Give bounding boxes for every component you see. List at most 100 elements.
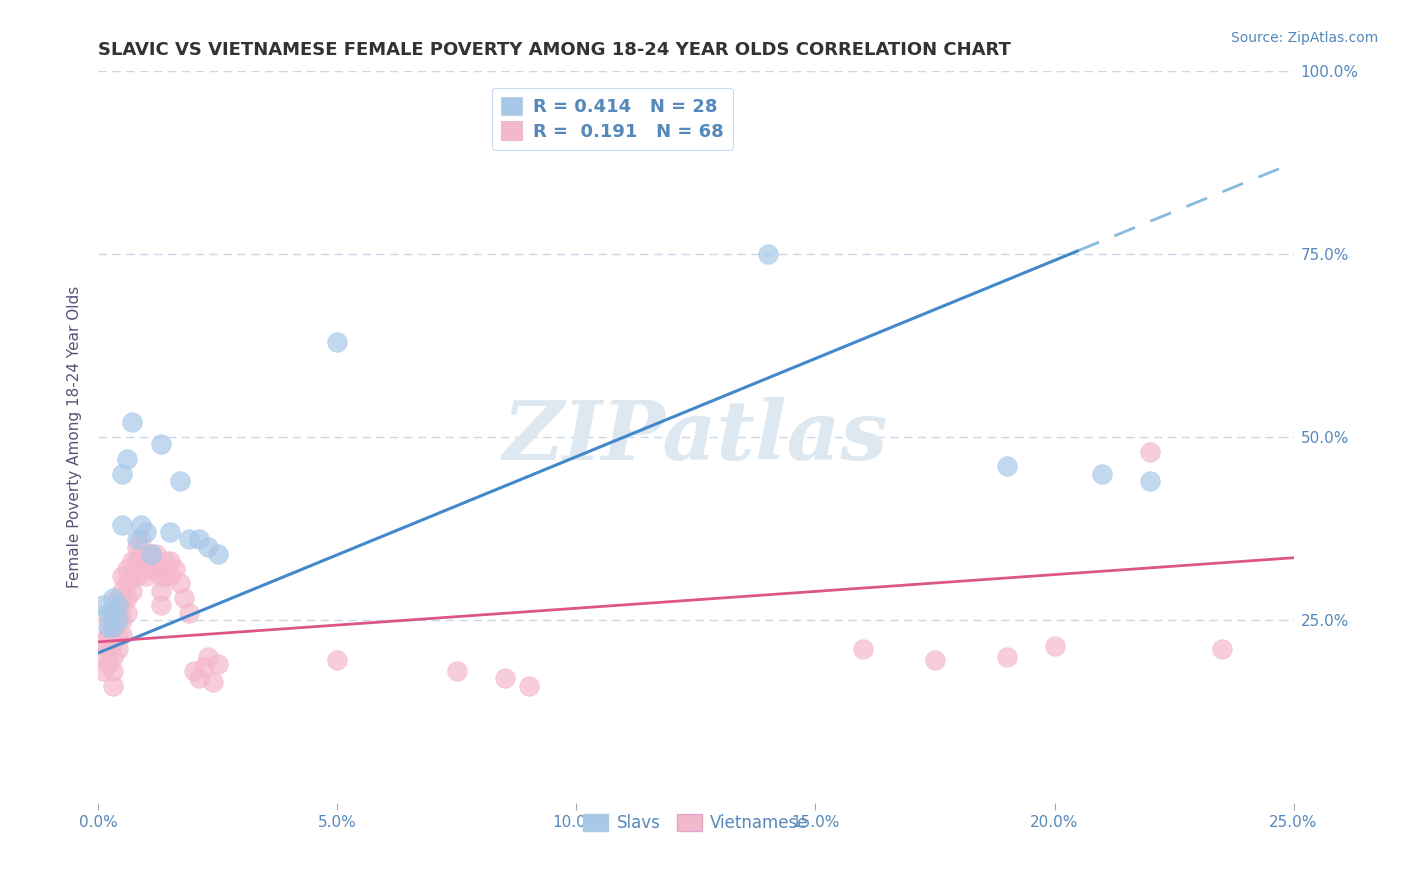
Point [207, 657, 229, 671]
Point [121, 554, 143, 568]
Point [125, 533, 148, 547]
Point [326, 334, 349, 349]
Text: SLAVIC VS VIETNAMESE FEMALE POVERTY AMONG 18-24 YEAR OLDS CORRELATION CHART: SLAVIC VS VIETNAMESE FEMALE POVERTY AMON… [98, 41, 1011, 59]
Point [159, 554, 181, 568]
Point [111, 627, 134, 641]
Point [494, 672, 516, 686]
Point [149, 583, 172, 598]
Point [111, 583, 134, 598]
Point [101, 679, 124, 693]
Point [197, 649, 219, 664]
Point [107, 599, 129, 613]
Point [145, 547, 167, 561]
Point [125, 554, 148, 568]
Point [91, 649, 114, 664]
Point [107, 599, 129, 613]
Point [995, 649, 1018, 664]
Point [111, 517, 134, 532]
Point [197, 540, 219, 554]
Y-axis label: Female Poverty Among 18-24 Year Olds: Female Poverty Among 18-24 Year Olds [67, 286, 83, 588]
Point [101, 606, 124, 620]
Point [169, 576, 191, 591]
Point [115, 606, 138, 620]
Point [193, 660, 215, 674]
Point [202, 675, 225, 690]
Point [101, 649, 124, 664]
Point [326, 653, 349, 667]
Point [517, 679, 540, 693]
Point [97, 613, 120, 627]
Point [139, 547, 162, 561]
Point [924, 653, 946, 667]
Point [149, 437, 172, 451]
Point [121, 583, 143, 598]
Point [155, 569, 177, 583]
Point [135, 554, 157, 568]
Point [187, 672, 209, 686]
Point [135, 569, 157, 583]
Point [121, 569, 143, 583]
Point [111, 613, 134, 627]
Point [149, 569, 172, 583]
Point [207, 547, 229, 561]
Point [115, 591, 138, 605]
Point [111, 599, 134, 613]
Point [159, 525, 181, 540]
Point [91, 664, 114, 678]
Point [187, 533, 209, 547]
Point [852, 642, 875, 657]
Point [149, 599, 172, 613]
Point [446, 664, 468, 678]
Point [1211, 642, 1233, 657]
Point [135, 525, 157, 540]
Point [155, 554, 177, 568]
Point [111, 569, 134, 583]
Point [97, 642, 120, 657]
Point [1091, 467, 1114, 481]
Point [107, 613, 129, 627]
Point [183, 664, 205, 678]
Point [97, 606, 120, 620]
Text: ZIPatlas: ZIPatlas [503, 397, 889, 477]
Point [115, 576, 138, 591]
Point [97, 620, 120, 634]
Point [1043, 639, 1066, 653]
Point [173, 591, 195, 605]
Point [179, 533, 201, 547]
Point [139, 562, 162, 576]
Point [145, 562, 167, 576]
Point [101, 591, 124, 605]
Point [995, 459, 1018, 474]
Point [131, 547, 153, 561]
Point [91, 635, 114, 649]
Point [101, 620, 124, 634]
Point [125, 569, 148, 583]
Point [121, 416, 143, 430]
Point [115, 452, 138, 467]
Point [101, 606, 124, 620]
Point [107, 642, 129, 657]
Point [115, 562, 138, 576]
Point [107, 627, 129, 641]
Legend: Slavs, Vietnamese: Slavs, Vietnamese [576, 807, 815, 838]
Point [107, 613, 129, 627]
Point [91, 599, 114, 613]
Point [101, 664, 124, 678]
Point [131, 517, 153, 532]
Point [131, 533, 153, 547]
Point [107, 591, 129, 605]
Point [125, 540, 148, 554]
Point [97, 657, 120, 671]
Point [756, 247, 779, 261]
Point [101, 620, 124, 634]
Point [169, 474, 191, 488]
Point [139, 547, 162, 561]
Point [163, 562, 186, 576]
Point [1139, 444, 1161, 458]
Point [1139, 474, 1161, 488]
Text: Source: ZipAtlas.com: Source: ZipAtlas.com [1230, 31, 1378, 45]
Point [97, 627, 120, 641]
Point [101, 635, 124, 649]
Point [179, 606, 201, 620]
Point [159, 569, 181, 583]
